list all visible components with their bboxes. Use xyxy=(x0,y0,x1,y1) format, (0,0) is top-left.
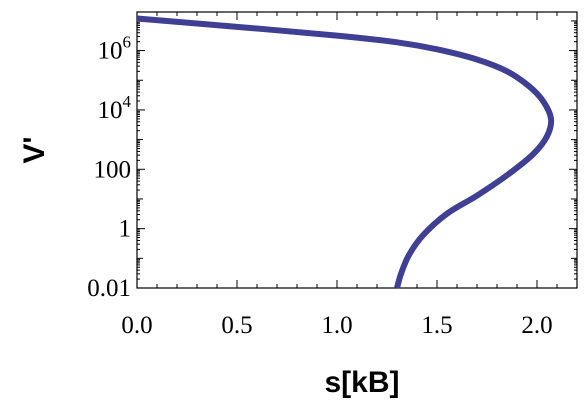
y-tick-label: 104 xyxy=(98,92,132,124)
x-tick-labels: 0.0 0.5 1.0 1.5 2.0 xyxy=(121,312,552,339)
y-tick-label: 0.01 xyxy=(87,275,131,302)
x-axis-title: s[kB] xyxy=(324,366,399,399)
plot-frame xyxy=(136,11,578,289)
x-tick-label: 1.0 xyxy=(321,312,352,339)
x-tick-label: 2.0 xyxy=(521,312,552,339)
x-tick-label: 0.0 xyxy=(121,312,152,339)
y-axis-title: V' xyxy=(18,136,51,163)
y-tick-labels: 0.01 1 100 104 106 xyxy=(87,33,131,302)
series-line xyxy=(136,15,555,289)
x-tick-label: 1.5 xyxy=(421,312,452,339)
y-tick-label: 1 xyxy=(119,216,132,243)
y-tick-label: 100 xyxy=(94,156,132,183)
x-tick-label: 0.5 xyxy=(221,312,252,339)
tick-marks xyxy=(136,12,578,289)
y-tick-label: 106 xyxy=(98,33,132,65)
